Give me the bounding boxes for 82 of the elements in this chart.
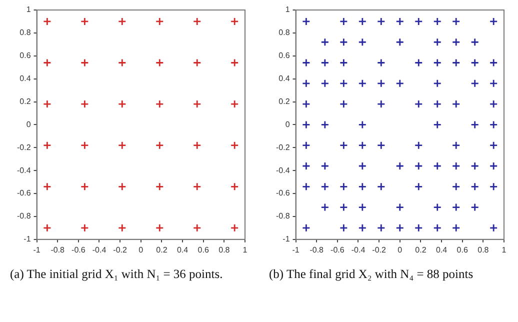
point <box>230 182 239 191</box>
point <box>230 141 239 150</box>
y-tick-label: 1 <box>26 5 32 14</box>
x-tick-label: -0.4 <box>351 245 366 254</box>
y-tick-label: -0.4 <box>16 166 32 175</box>
point <box>42 58 52 67</box>
x-tick-label: -0.8 <box>310 245 324 254</box>
point <box>118 58 126 67</box>
y-tick-label: 0.6 <box>278 51 290 60</box>
point <box>155 17 164 26</box>
point <box>230 100 239 108</box>
point <box>155 182 164 191</box>
text: (a) The initial grid X₁ with N₁ = 36 points. <box>9 266 224 283</box>
y-tick-label: -1 <box>282 234 290 244</box>
y-tick-label: 1 <box>285 5 290 14</box>
x-tick-label: 0.4 <box>436 245 448 254</box>
x-tick-label: -1 <box>33 245 41 254</box>
x-tick-label: 0.2 <box>156 245 168 254</box>
y-tick-label: -1 <box>24 234 32 244</box>
point <box>155 58 164 67</box>
point <box>80 58 89 67</box>
point <box>192 141 202 150</box>
y-tick-label: 0.2 <box>20 96 32 106</box>
y-tick-label: 0.4 <box>278 74 290 84</box>
point <box>118 100 126 108</box>
text: (b) The final grid X₂ with N₄ = 88 points <box>268 266 474 283</box>
x-tick-label: -0.2 <box>113 245 128 254</box>
y-tick-label: -0.4 <box>276 166 290 175</box>
y-tick-label: 0 <box>26 120 32 129</box>
x-tick-label: 1 <box>502 245 507 254</box>
y-tick-label: -0.2 <box>276 142 290 152</box>
x-tick-label: 1 <box>242 245 248 254</box>
point <box>80 100 89 108</box>
y-tick-label: -0.2 <box>16 142 32 152</box>
x-tick-label: 0.8 <box>478 245 490 254</box>
point <box>118 17 126 26</box>
x-tick-label: 0 <box>138 245 144 254</box>
x-tick-label: -0.6 <box>72 245 86 254</box>
x-tick-label: -0.8 <box>50 245 66 254</box>
y-tick-label: 0.4 <box>20 74 32 84</box>
point <box>192 100 202 108</box>
y-tick-label: 0.8 <box>278 28 290 38</box>
point <box>192 182 202 191</box>
point <box>155 100 164 108</box>
point <box>230 58 239 67</box>
point <box>80 224 89 232</box>
point <box>155 224 164 232</box>
y-tick-label: 0 <box>285 120 290 129</box>
y-tick-label: 0.2 <box>278 96 290 106</box>
y-tick-label: 0.6 <box>20 51 32 60</box>
point <box>192 17 202 26</box>
point <box>80 182 89 191</box>
y-tick-label: -0.8 <box>16 212 32 221</box>
y-tick-label: -0.8 <box>276 212 290 221</box>
point <box>42 141 52 150</box>
point <box>230 17 239 26</box>
point <box>42 100 52 108</box>
point <box>230 224 239 232</box>
y-tick-label: -0.6 <box>16 188 32 198</box>
x-tick-label: 0.2 <box>415 245 427 254</box>
point <box>155 141 164 150</box>
point <box>42 17 52 26</box>
point <box>42 182 52 191</box>
point <box>118 224 126 232</box>
x-tick-label: 0.6 <box>456 245 468 254</box>
point <box>192 224 202 232</box>
x-tick-label: 0 <box>398 245 403 254</box>
x-tick-label: -1 <box>292 245 300 254</box>
x-tick-label: 0.6 <box>198 245 210 254</box>
point <box>118 182 126 191</box>
point <box>80 141 89 150</box>
x-tick-label: -0.6 <box>330 245 345 254</box>
point <box>80 17 89 26</box>
y-tick-label: -0.6 <box>276 188 290 198</box>
point <box>42 224 52 232</box>
x-tick-label: 0.4 <box>176 245 189 254</box>
x-tick-label: -0.4 <box>92 245 107 254</box>
point <box>192 58 202 67</box>
x-tick-label: -0.2 <box>372 245 387 254</box>
x-tick-label: 0.8 <box>218 245 230 254</box>
y-tick-label: 0.8 <box>20 28 32 38</box>
point <box>118 141 126 150</box>
